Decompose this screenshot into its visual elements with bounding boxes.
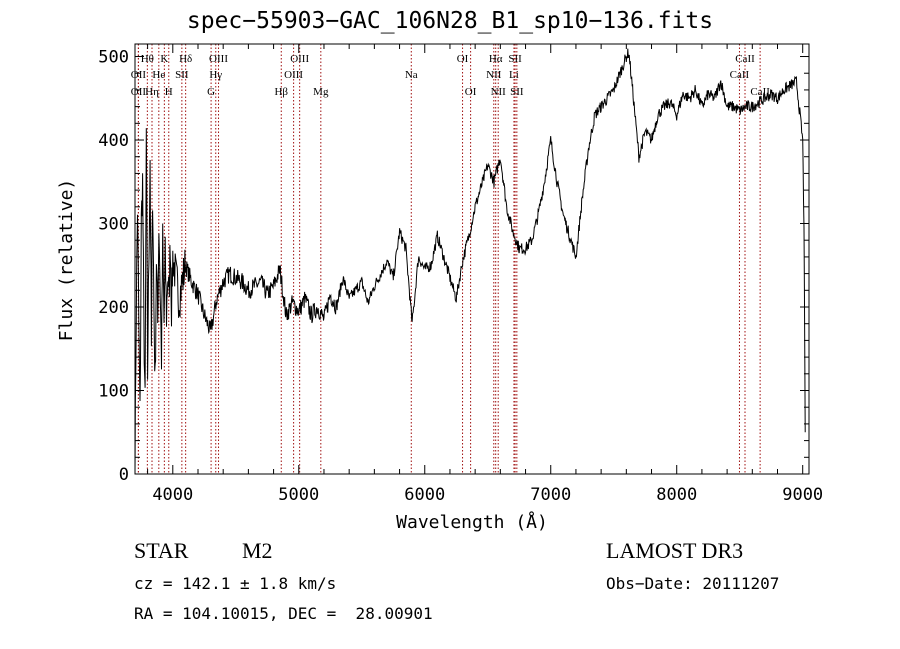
marker-label: OI xyxy=(457,53,469,65)
marker-label: OII xyxy=(131,69,147,81)
marker-label: OIII xyxy=(290,53,309,65)
x-tick-label: 8000 xyxy=(656,485,697,505)
spectrum-line xyxy=(134,48,806,475)
x-tick-label: 4000 xyxy=(152,485,193,505)
marker-label: SII xyxy=(508,53,522,65)
redshift-cz: cz = 142.1 ± 1.8 km/s xyxy=(134,574,337,593)
marker-label: OII xyxy=(131,86,147,98)
y-axis-label: Flux (relative) xyxy=(56,179,77,342)
marker-label: CaII xyxy=(730,69,750,81)
y-tick-label: 300 xyxy=(98,215,129,235)
marker-label: Hη xyxy=(145,86,159,98)
marker-label: Mg xyxy=(313,86,329,98)
marker-label: NII xyxy=(491,86,507,98)
marker-label: CaII xyxy=(735,53,755,65)
obs-date: Obs−Date: 20111207 xyxy=(606,574,780,593)
marker-label: OIII xyxy=(284,69,303,81)
axis-ticks: 4000 5000 6000 7000 8000 9000 0 100 200 300 400 500 xyxy=(98,44,823,505)
x-tick-label: 7000 xyxy=(530,485,571,505)
marker-label: Na xyxy=(405,69,418,81)
marker-label: Hγ xyxy=(209,69,222,81)
y-tick-label: 0 xyxy=(119,465,129,485)
y-tick-label: 400 xyxy=(98,131,129,151)
y-tick-label: 500 xyxy=(98,48,129,68)
marker-label: Hθ xyxy=(141,53,154,65)
marker-label: CaII xyxy=(750,86,770,98)
line-markers xyxy=(137,44,761,474)
plot-frame xyxy=(134,43,810,475)
survey-name: LAMOST DR3 xyxy=(606,538,744,563)
y-tick-label: 200 xyxy=(98,298,129,318)
marker-label: Hα xyxy=(489,53,503,65)
marker-label: SII xyxy=(510,86,524,98)
spectrum-line-group xyxy=(134,48,806,475)
marker-label: SII xyxy=(175,69,189,81)
object-subclass: M2 xyxy=(242,538,273,563)
ra-dec: RA = 104.10015, DEC = 28.00901 xyxy=(134,604,433,623)
object-class: STAR xyxy=(134,538,189,563)
marker-label: Li xyxy=(509,69,519,81)
x-tick-label: 9000 xyxy=(782,485,823,505)
x-tick-label: 6000 xyxy=(404,485,445,505)
x-axis-label: Wavelength (Å) xyxy=(396,511,548,533)
marker-label: He xyxy=(152,69,165,81)
marker-labels: OIIOIIHθHηHeKHSIIHδGHγOIIIHβOIIIOIIIMgNa… xyxy=(131,53,770,98)
marker-label: G xyxy=(207,86,215,98)
marker-label: OI xyxy=(465,86,477,98)
chart-title: spec−55903−GAC_106N28_B1_sp10−136.fits xyxy=(186,8,714,34)
marker-label: NII xyxy=(486,69,502,81)
marker-label: H xyxy=(165,86,173,98)
x-tick-label: 5000 xyxy=(278,485,319,505)
marker-label: Hδ xyxy=(179,53,192,65)
marker-label: OIII xyxy=(209,53,228,65)
marker-label: K xyxy=(160,53,168,65)
y-tick-label: 100 xyxy=(98,382,129,402)
marker-label: Hβ xyxy=(274,86,288,98)
